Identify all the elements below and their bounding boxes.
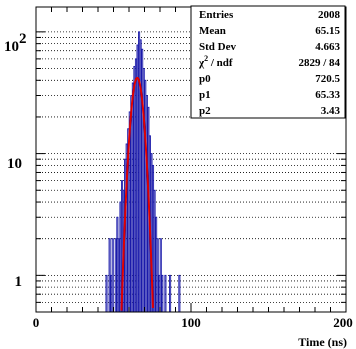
histogram-bin-19 <box>133 65 136 313</box>
stats-mean-value: 65.15 <box>315 25 340 37</box>
histogram-bin-33 <box>155 216 158 313</box>
histogram-bin-32 <box>153 189 156 313</box>
histogram-bins <box>105 31 181 313</box>
stats-box: Entries 2008 Mean 65.15 Std Dev 4.663 χ2… <box>190 5 346 119</box>
stats-p1-value: 65.33 <box>315 89 340 101</box>
y-tick-label-100: 10 <box>4 39 19 55</box>
stats-entries-key: Entries <box>199 9 234 21</box>
histogram-bin-34 <box>156 238 159 313</box>
histogram-bin-21 <box>136 44 139 313</box>
histogram-bin-22 <box>138 31 141 313</box>
histogram-bin-8 <box>116 216 119 313</box>
gaussian-fit-curve <box>120 76 154 311</box>
stats-box-frame <box>190 5 346 119</box>
histogram-bin-1 <box>105 274 108 313</box>
y-tick-labels: 1 10 10 2 <box>4 31 27 290</box>
stats-p0-value: 720.5 <box>315 73 340 85</box>
histogram-bin-5 <box>111 238 114 313</box>
x-tick-label-200: 200 <box>333 315 353 330</box>
stats-p1-key: p1 <box>199 89 211 101</box>
stats-p2-key: p2 <box>199 105 211 117</box>
y-tick-label-1: 1 <box>15 274 23 290</box>
histogram-bin-9 <box>117 238 120 313</box>
histogram-bin-3 <box>108 238 111 313</box>
stats-stddev-value: 4.663 <box>315 41 340 53</box>
histogram-bin-18 <box>131 82 134 313</box>
histogram-bin-27 <box>145 95 148 313</box>
histogram-bin-24 <box>141 48 144 313</box>
y-tick-label-100-exponent: 2 <box>19 31 27 47</box>
stats-entries-value: 2008 <box>318 9 341 21</box>
histogram-bin-26 <box>144 79 147 313</box>
stats-mean-key: Mean <box>199 25 226 37</box>
x-tick-labels: 0 100 200 <box>33 315 353 330</box>
x-axis-label: Time (ns) <box>298 335 347 349</box>
histogram-bin-23 <box>139 39 142 313</box>
histogram-bin-41 <box>169 274 172 313</box>
x-tick-label-100: 100 <box>181 315 201 330</box>
histogram-bin-10 <box>119 201 122 313</box>
histogram-bin-20 <box>134 58 137 313</box>
stats-chi2-key: χ2 / ndf <box>198 54 233 69</box>
stats-chi2-value: 2829 / 84 <box>298 57 340 69</box>
histogram-bin-36 <box>159 238 162 313</box>
stats-p2-value: 3.43 <box>321 105 341 117</box>
histogram-bin-7 <box>114 238 117 313</box>
stats-p0-key: p0 <box>199 73 211 85</box>
x-tick-label-0: 0 <box>33 315 40 330</box>
histogram-bin-43 <box>178 274 181 313</box>
stats-stddev-key: Std Dev <box>199 41 236 53</box>
y-tick-label-10: 10 <box>7 156 22 172</box>
